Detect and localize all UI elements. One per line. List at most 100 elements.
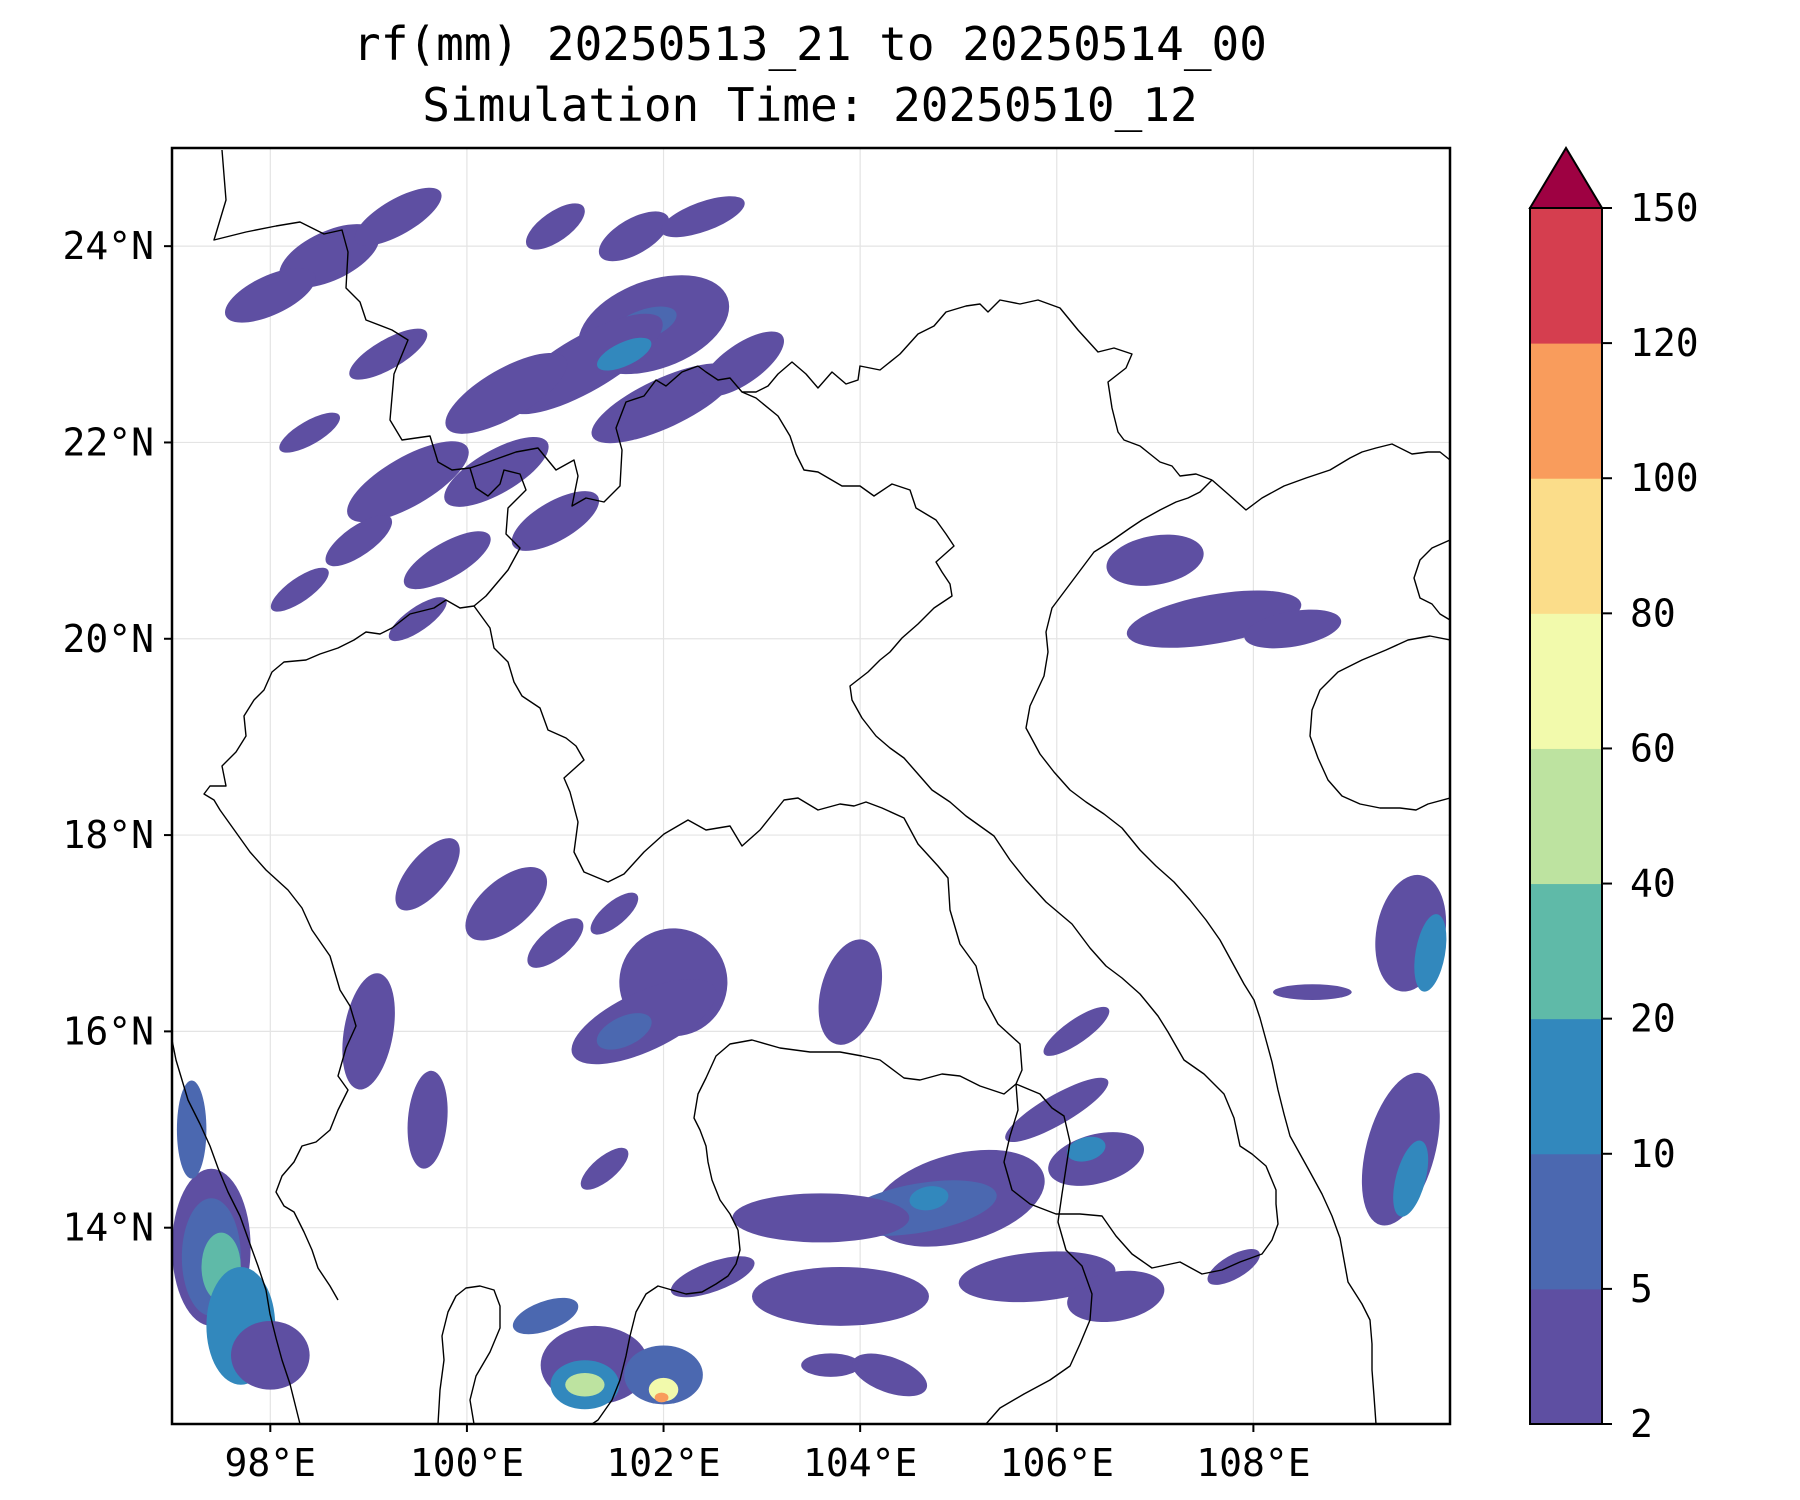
rain-patch	[591, 363, 736, 444]
rain-patch	[700, 331, 784, 397]
lon-tick-label: 104°E	[803, 1441, 917, 1485]
lon-tick-label: 108°E	[1196, 1441, 1310, 1485]
rain-patch	[752, 1266, 929, 1326]
lat-tick-label: 18°N	[62, 813, 154, 857]
rain-patch	[624, 1345, 703, 1405]
coast-thailand-upper-gulf	[437, 1285, 501, 1424]
border-myanmar-china	[213, 149, 699, 507]
colorbar-segment	[1530, 208, 1602, 344]
rain-patch	[801, 1353, 861, 1377]
lat-tick-label: 16°N	[62, 1009, 154, 1053]
colorbar-segment	[1530, 748, 1602, 885]
colorbar-tick-label: 60	[1630, 726, 1676, 770]
lat-tick-label: 24°N	[62, 224, 154, 268]
map-area: 98°E 100°E 102°E 104°E 106°E 108°E 24°N 22°N 20…	[62, 146, 1452, 1485]
rain-patch	[354, 187, 442, 246]
coast-vietnam-north	[1025, 479, 1377, 1424]
rain-patch	[279, 412, 341, 453]
colorbar-segment	[1530, 343, 1602, 479]
rain-patch	[1106, 534, 1204, 586]
lon-tick-label: 106°E	[1000, 1441, 1114, 1485]
coast-myanmar-west	[172, 1039, 301, 1424]
lat-tick-label: 22°N	[62, 420, 154, 464]
longitude-axis: 98°E 100°E 102°E 104°E 106°E 108°E	[225, 1424, 1311, 1485]
rain-patch	[1067, 1136, 1106, 1162]
colorbar-tick-label: 5	[1630, 1267, 1653, 1311]
map-frame	[170, 146, 1452, 1426]
colorbar-tick-label: 80	[1630, 591, 1676, 635]
border-myanmar-thailand	[203, 599, 475, 1301]
rainfall-field	[172, 187, 1447, 1410]
rain-patch	[1043, 1006, 1110, 1056]
rain-patch	[1207, 1249, 1260, 1285]
lon-tick-label: 100°E	[410, 1441, 524, 1485]
rain-patch	[395, 838, 460, 911]
coast-vietnam-east	[1211, 443, 1450, 511]
rain-patch	[445, 352, 568, 434]
rain-patch	[1393, 1140, 1429, 1217]
colorbar-segment	[1530, 478, 1602, 614]
colorbar-tick-label: 100	[1630, 456, 1699, 500]
colorbar-tick-label: 2	[1630, 1402, 1653, 1446]
rain-patch	[732, 1193, 910, 1243]
border-thailand-cambodia	[693, 1039, 863, 1231]
rain-patch	[654, 1392, 669, 1403]
colorbar-segment	[1530, 1288, 1602, 1425]
lon-tick-label: 102°E	[606, 1441, 720, 1485]
rain-patch	[407, 1070, 448, 1169]
rain-patch	[1414, 914, 1447, 992]
latitude-axis: 24°N 22°N 20°N 18°N 16°N 14°N	[62, 224, 172, 1250]
rain-patch	[1273, 984, 1352, 1000]
colorbar-segment	[1530, 613, 1602, 749]
lat-tick-label: 20°N	[62, 617, 154, 661]
colorbar-frame	[1529, 207, 1603, 1425]
lon-tick-label: 98°E	[225, 1441, 317, 1485]
rain-patch	[465, 867, 548, 941]
rain-patch	[511, 491, 600, 551]
colorbar-tick-label: 40	[1630, 862, 1676, 906]
colorbar-extend-arrow	[1528, 146, 1604, 209]
rain-patch	[852, 1353, 928, 1397]
rain-patch	[224, 267, 316, 323]
border-cambodia-vietnam	[985, 1083, 1093, 1424]
rain-patch	[525, 203, 585, 250]
rain-patch	[176, 1080, 207, 1179]
rain-patch	[230, 1320, 310, 1390]
colorbar-segment	[1530, 883, 1602, 1020]
lat-tick-label: 14°N	[62, 1206, 154, 1250]
border-laos-thailand	[473, 605, 1023, 1085]
rain-patch	[403, 531, 491, 590]
rain-patch	[590, 892, 639, 935]
coast-thailand-gulf	[591, 1229, 741, 1424]
country-borders	[172, 149, 1450, 1424]
title-line-2: Simulation Time: 20250510_12	[422, 78, 1197, 132]
colorbar-tick-label: 120	[1630, 321, 1699, 365]
colorbar-tick-label: 10	[1630, 1132, 1676, 1176]
coast-hainan	[1309, 635, 1450, 811]
rain-patch	[597, 337, 652, 371]
rain-patch	[444, 436, 549, 507]
rain-patch	[527, 918, 584, 968]
rain-patch	[818, 939, 883, 1045]
rain-patch	[325, 515, 393, 567]
rain-patch	[565, 1372, 605, 1397]
colorbar-tick-label: 20	[1630, 997, 1676, 1041]
border-laos-cambodia	[861, 1055, 1017, 1095]
colorbar: 2 5 10 20 40 60 80 100 120 150	[1528, 146, 1699, 1446]
coast-leizhou	[1413, 539, 1450, 621]
rain-patch	[1005, 1077, 1109, 1143]
colorbar-segment	[1530, 1018, 1602, 1155]
rain-patch	[512, 1297, 579, 1335]
rain-patch	[342, 973, 395, 1090]
rain-patch	[580, 1147, 629, 1190]
rain-patch	[270, 567, 329, 612]
border-china-vietnam	[697, 299, 1213, 481]
colorbar-segment	[1530, 1153, 1602, 1290]
colorbar-tick-label: 150	[1630, 186, 1699, 230]
rain-patch	[660, 196, 745, 238]
rain-patch	[596, 1013, 652, 1050]
title-line-1: rf(mm) 20250513_21 to 20250514_00	[353, 17, 1267, 71]
rain-patch	[909, 1186, 949, 1211]
border-myanmar-laos	[469, 467, 527, 607]
